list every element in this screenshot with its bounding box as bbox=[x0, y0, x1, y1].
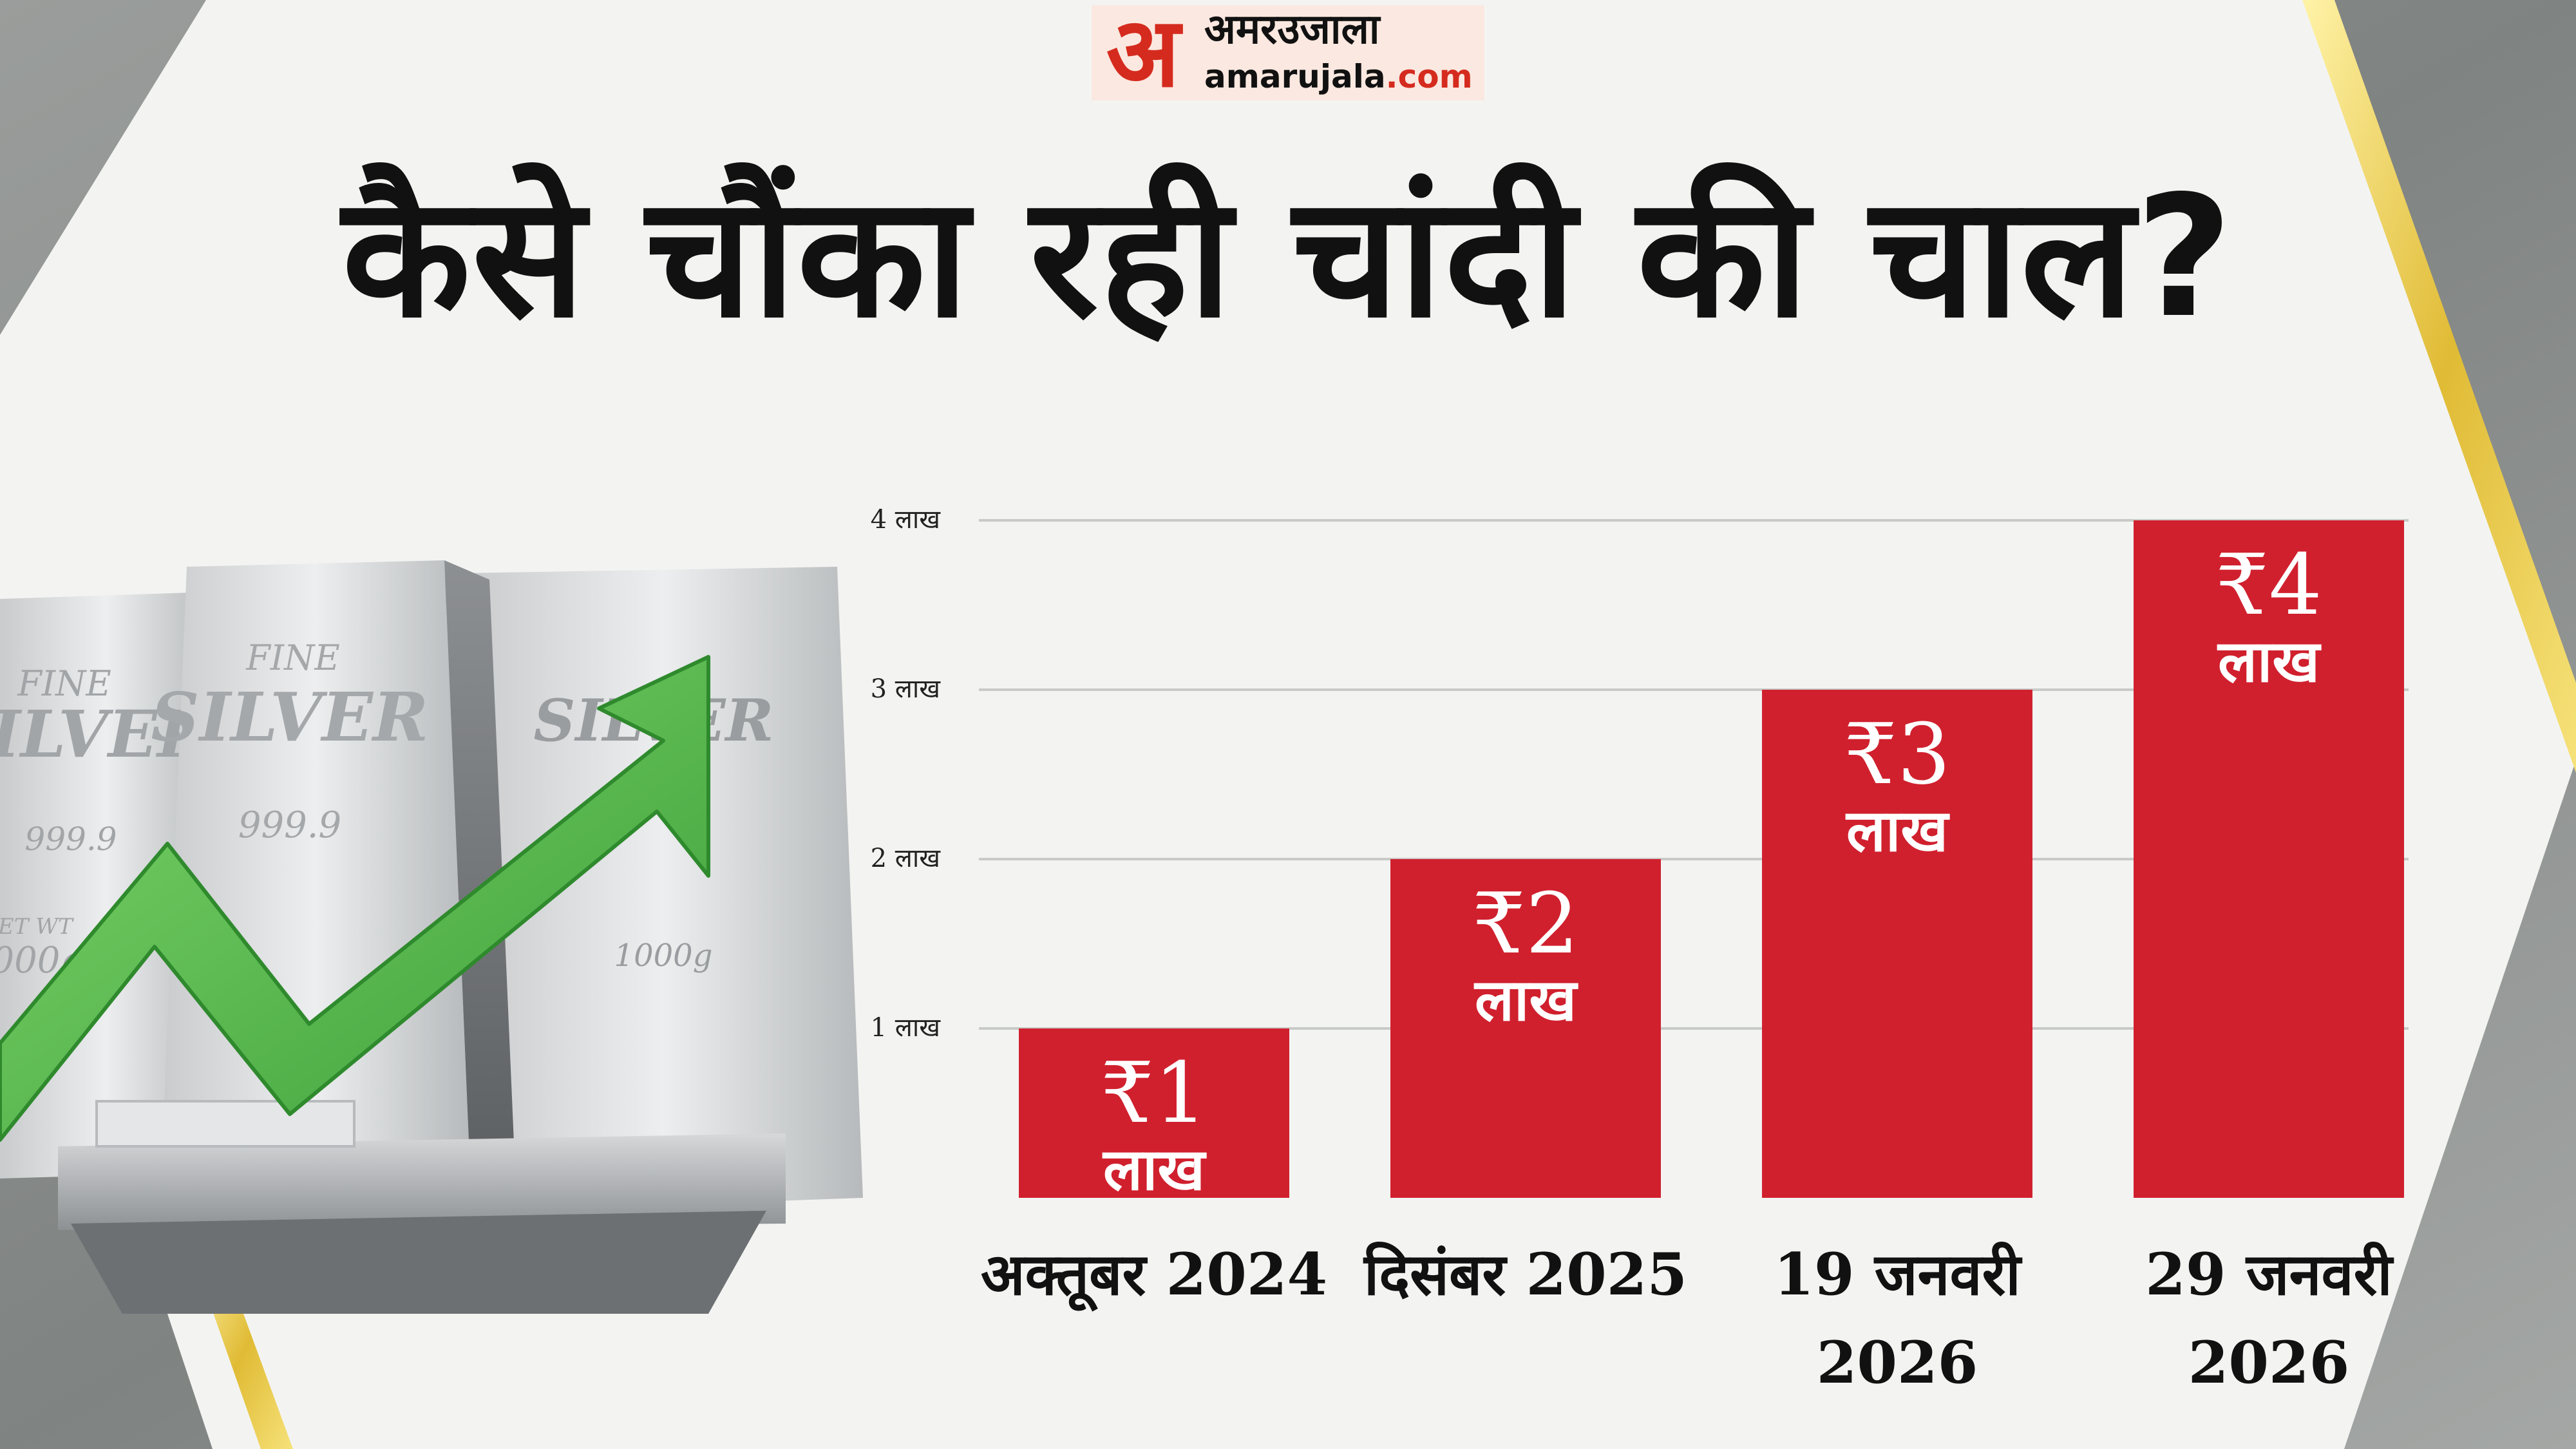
brand-logo: अ अमरउजाला amarujala.com bbox=[1092, 1, 1484, 104]
bar-value-label: ₹1 bbox=[1101, 1044, 1207, 1142]
data-labels: ₹1लाख₹2लाख₹3लाख₹4लाख bbox=[1101, 536, 2322, 1204]
x-category-label: दिसंबर 2025 bbox=[1363, 1240, 1687, 1309]
svg-text:NET WT: NET WT bbox=[0, 914, 74, 940]
bar bbox=[1762, 690, 2032, 1198]
bar-unit-label: लाख bbox=[2217, 627, 2322, 696]
gold-stripe-right bbox=[2302, 0, 2576, 773]
trend-arrow bbox=[0, 655, 710, 1142]
y-tick-label: 3 लाख bbox=[871, 674, 942, 704]
bar-value-label: ₹3 bbox=[1844, 705, 1950, 803]
svg-text:1000g: 1000g bbox=[614, 938, 713, 974]
svg-text:999.9: 999.9 bbox=[24, 820, 117, 858]
bar-unit-label: लाख bbox=[1473, 966, 1578, 1034]
svg-text:FINE: FINE bbox=[17, 663, 111, 704]
y-tick-label: 4 लाख bbox=[871, 505, 942, 535]
svg-text:SILVER: SILVER bbox=[0, 696, 211, 772]
page-title: कैसे चौंका रही चांदी की चाल? bbox=[342, 160, 2234, 355]
bar bbox=[2134, 520, 2404, 1198]
y-tick-label: 1 लाख bbox=[871, 1013, 942, 1043]
brand-domain: amarujala.com bbox=[1204, 58, 1473, 95]
bar-series bbox=[1019, 520, 2404, 1198]
svg-text:FINE: FINE bbox=[245, 638, 339, 678]
y-axis-ticks: 1 लाख 2 लाख 3 लाख 4 लाख bbox=[871, 505, 942, 1043]
bar-unit-label: लाख bbox=[1102, 1135, 1207, 1204]
bar bbox=[1019, 1028, 1289, 1198]
bar-value-label: ₹2 bbox=[1472, 875, 1578, 972]
brand-mark-icon: अ bbox=[1106, 0, 1180, 109]
x-category-label: 29 जनवरी bbox=[2145, 1240, 2394, 1309]
x-category-label: 2026 bbox=[1817, 1329, 1978, 1397]
x-axis-categories: अक्तूबर 2024 दिसंबर 2025 19 जनवरी 2026 29 जन… bbox=[981, 1240, 2394, 1397]
x-category-label: अक्तूबर 2024 bbox=[981, 1240, 1327, 1312]
bar-chart: 1 लाख2 लाख3 लाख4 लाख ₹1लाख₹2लाख₹3लाख₹4ला… bbox=[871, 505, 2409, 1397]
bar bbox=[1390, 859, 1661, 1198]
bar-value-label: ₹4 bbox=[2215, 536, 2322, 634]
y-tick-label: 2 लाख bbox=[871, 844, 942, 873]
svg-text:SILVER: SILVER bbox=[151, 677, 429, 757]
x-category-label: 19 जनवरी bbox=[1774, 1240, 2022, 1309]
silver-bars-illustration: SILVER 1000g FINE SILVER 999.9 NET WT 10… bbox=[0, 560, 863, 1314]
svg-text:999.9: 999.9 bbox=[238, 804, 341, 846]
x-category-label: 2026 bbox=[2188, 1329, 2350, 1397]
brand-name-hindi: अमरउजाला bbox=[1204, 6, 1380, 53]
bar-unit-label: लाख bbox=[1845, 797, 1950, 865]
